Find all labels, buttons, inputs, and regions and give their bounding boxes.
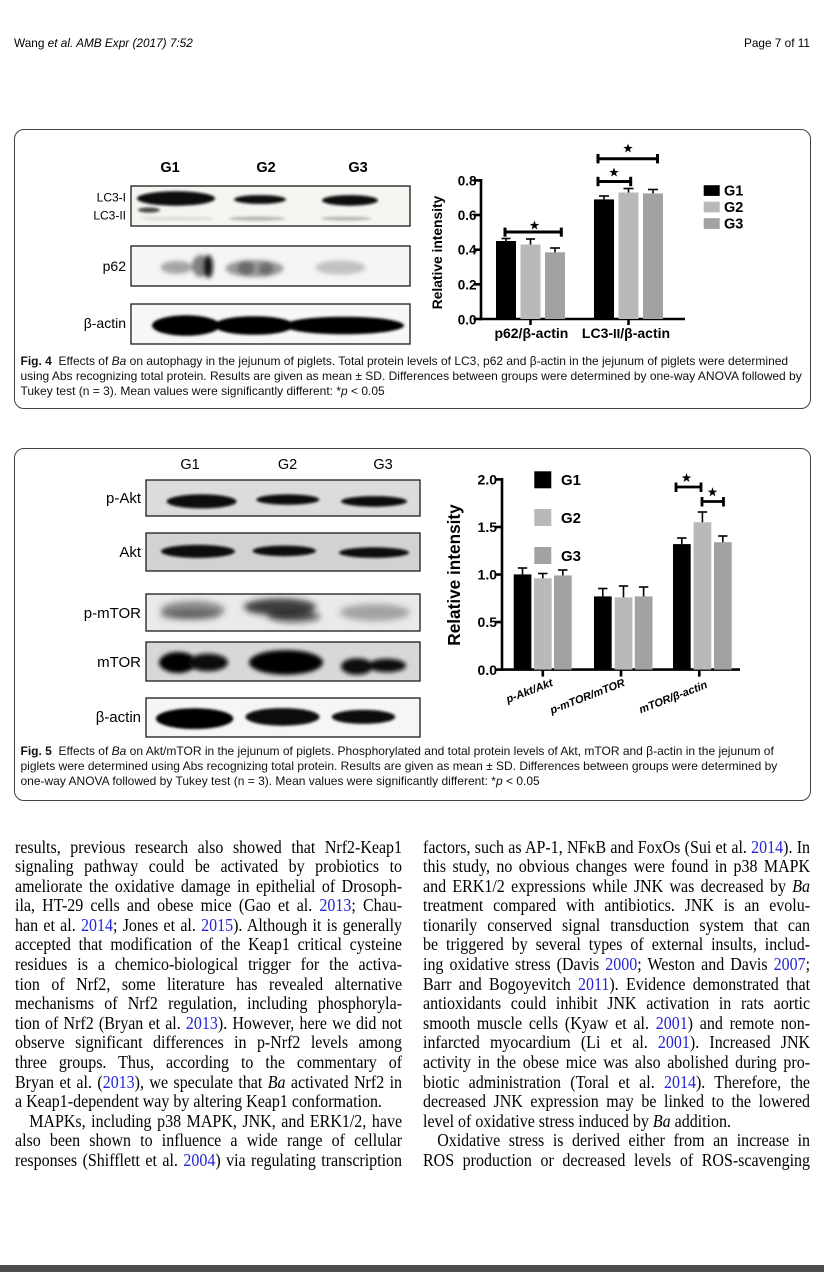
svg-text:1.0: 1.0 [477,567,497,583]
svg-text:0.5: 0.5 [477,614,497,630]
svg-text:LC3-II/β-actin: LC3-II/β-actin [581,325,669,341]
svg-text:p-mTOR/mTOR: p-mTOR/mTOR [547,677,626,717]
svg-text:p62/β-actin: p62/β-actin [494,325,568,341]
svg-text:G3: G3 [724,216,743,232]
svg-text:mTOR: mTOR [97,654,141,671]
svg-text:p62: p62 [102,258,126,274]
svg-text:0.0: 0.0 [457,312,476,327]
svg-text:0.6: 0.6 [457,208,476,223]
svg-text:G3: G3 [348,160,367,176]
svg-text:G1: G1 [180,457,199,473]
svg-text:p-Akt: p-Akt [105,490,141,507]
svg-text:LC3-II: LC3-II [93,208,126,222]
svg-text:2.0: 2.0 [477,471,497,487]
svg-text:G1: G1 [724,183,743,199]
svg-text:0.8: 0.8 [457,173,476,188]
svg-text:Relative intensity: Relative intensity [444,504,464,646]
svg-text:1.5: 1.5 [477,519,497,535]
svg-text:G3: G3 [561,548,581,565]
svg-text:Relative intensity: Relative intensity [430,195,445,309]
svg-text:0.4: 0.4 [457,242,476,257]
svg-text:G2: G2 [277,457,296,473]
svg-text:G2: G2 [561,510,581,527]
svg-text:G3: G3 [373,457,392,473]
svg-text:β-actin: β-actin [83,315,125,331]
svg-text:G1: G1 [561,472,581,489]
svg-text:p-Akt/Akt: p-Akt/Akt [503,677,555,707]
svg-text:0.2: 0.2 [457,277,476,292]
svg-text:p-mTOR: p-mTOR [83,605,140,622]
svg-text:LC3-I: LC3-I [96,190,125,204]
svg-text:G1: G1 [160,160,179,176]
svg-text:Akt: Akt [119,544,142,561]
svg-text:G2: G2 [724,200,743,216]
svg-text:mTOR/β-actin: mTOR/β-actin [637,679,709,716]
svg-text:0.0: 0.0 [477,662,497,678]
svg-text:G2: G2 [256,160,275,176]
svg-text:β-actin: β-actin [95,709,140,726]
